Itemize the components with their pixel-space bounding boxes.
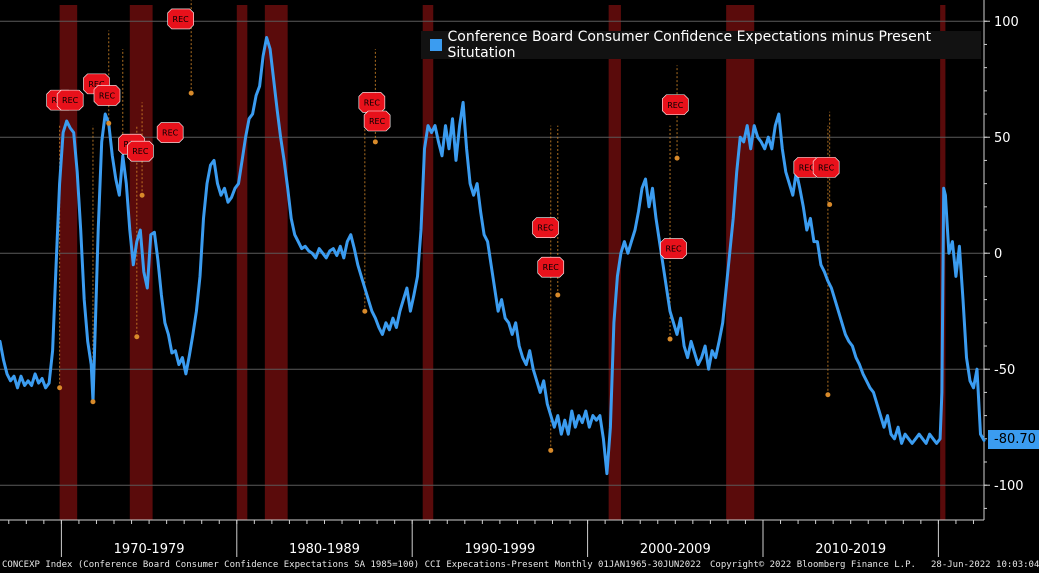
rec-marker-shape xyxy=(812,157,840,178)
rec-marker-shape xyxy=(156,122,184,143)
marker-dot xyxy=(548,447,554,453)
last-value-tag: -80.70 xyxy=(988,430,1039,449)
rec-marker: REC xyxy=(660,238,687,259)
recession-band xyxy=(726,5,755,520)
marker-dot xyxy=(362,308,368,314)
rec-marker: REC xyxy=(93,85,121,106)
marker-dot xyxy=(555,292,561,298)
footer-copyright: Copyright© 2022 Bloomberg Finance L.P. xyxy=(710,560,916,570)
rec-marker: REC xyxy=(167,8,194,30)
recession-band xyxy=(59,5,78,520)
x-decade-label: 1990-1999 xyxy=(464,542,535,557)
y-tick-label: 50 xyxy=(994,131,1011,146)
recession-band xyxy=(129,5,153,520)
rec-marker: REC xyxy=(127,140,154,162)
rec-marker: REC xyxy=(363,110,391,132)
rec-marker-shape xyxy=(532,217,559,239)
x-axis: 1970-1979 1980-1989 1990-1999 2000-2009 2010… xyxy=(0,519,984,557)
marker-dot xyxy=(139,192,145,198)
y-tick-label: 0 xyxy=(994,247,1002,262)
y-axis: 100 50 0 -50 -100 xyxy=(983,0,1024,520)
marker-leader-lines xyxy=(59,0,831,451)
legend: Conference Board Consumer Confidence Exp… xyxy=(421,29,981,61)
marker-dot xyxy=(106,120,112,126)
rec-marker-label: REC xyxy=(132,147,149,156)
rec-marker-shape xyxy=(661,94,689,116)
rec-marker-label: REC xyxy=(799,163,816,172)
marker-dot xyxy=(827,202,833,208)
recession-bands xyxy=(59,5,946,520)
rec-marker: REC xyxy=(661,94,689,116)
x-decade-label: 2000-2009 xyxy=(640,542,711,557)
marker-dot xyxy=(825,392,831,398)
marker-dot xyxy=(188,90,194,96)
rec-marker-shape xyxy=(167,8,194,30)
rec-marker-label: REC xyxy=(173,15,190,24)
marker-dot xyxy=(57,385,63,391)
legend-label: Conference Board Consumer Confidence Exp… xyxy=(447,29,932,61)
rec-marker: REC xyxy=(537,256,565,278)
rec-marker-label: REC xyxy=(543,263,560,272)
marker-dot xyxy=(372,139,378,145)
rec-marker-shape xyxy=(127,140,154,162)
rec-marker-label: REC xyxy=(88,80,105,89)
footer: CONCEXP Index (Conference Board Consumer… xyxy=(0,558,1039,573)
series-line xyxy=(0,36,986,476)
rec-marker: REC xyxy=(812,157,840,178)
rec-marker-label: REC xyxy=(537,224,554,233)
marker-dot xyxy=(674,155,680,161)
rec-marker-shape xyxy=(56,89,84,111)
rec-marker: REC xyxy=(156,122,184,143)
rec-marker-label: REC xyxy=(667,101,684,110)
x-decade-label: 1980-1989 xyxy=(289,542,360,557)
rec-marker: REC xyxy=(56,89,84,111)
y-tick-label: -50 xyxy=(994,363,1015,378)
rec-marker-label: REC xyxy=(62,96,79,105)
x-decade-label: 2010-2019 xyxy=(815,542,886,557)
y-tick-label: -100 xyxy=(994,479,1024,494)
recession-band xyxy=(422,5,434,520)
rec-marker-label: REC xyxy=(162,129,179,138)
x-decade-label: 1970-1979 xyxy=(114,542,185,557)
rec-marker: REC xyxy=(532,217,559,239)
rec-marker-label: REC xyxy=(665,245,682,254)
y-tick-label: 100 xyxy=(994,15,1019,30)
marker-dot xyxy=(90,399,96,405)
rec-marker-shape xyxy=(660,238,687,259)
marker-dot xyxy=(134,334,140,340)
rec-marker-label: REC xyxy=(818,163,835,172)
marker-dot xyxy=(667,336,673,342)
recession-band xyxy=(236,5,248,520)
rec-marker-shape xyxy=(93,85,121,106)
footer-source: CONCEXP Index (Conference Board Consumer… xyxy=(2,560,701,570)
rec-marker-label: REC xyxy=(369,117,386,126)
rec-marker-label: REC xyxy=(364,98,381,107)
legend-swatch xyxy=(430,39,442,51)
rec-marker-shape xyxy=(363,110,391,132)
rec-marker: REC xyxy=(358,92,386,113)
recession-band xyxy=(264,5,288,520)
footer-timestamp: 28-Jun-2022 10:03:04 xyxy=(931,560,1039,570)
rec-marker-shape xyxy=(537,256,565,278)
rec-marker-label: REC xyxy=(99,91,116,100)
